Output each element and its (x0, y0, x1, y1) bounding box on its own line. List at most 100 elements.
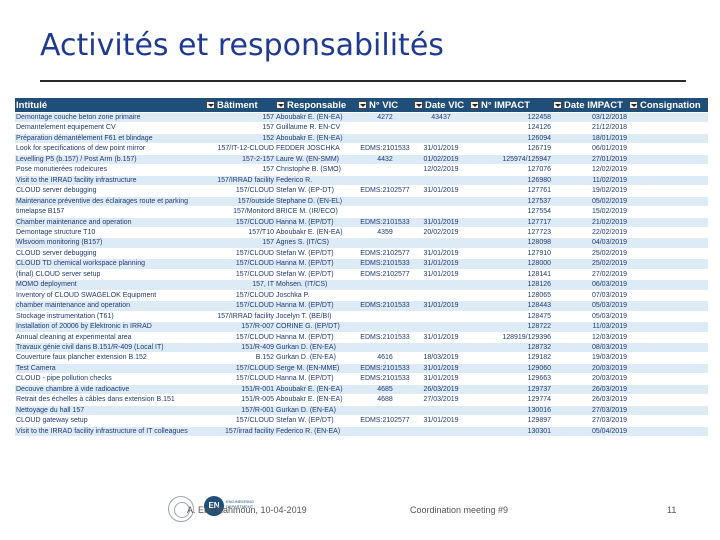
table-cell: CORINE G. (EP/DT) (275, 321, 357, 333)
table-cell: 26/03/2019 (552, 383, 628, 395)
column-header: Intitulé (15, 98, 205, 113)
footer-author: A. Ebn Rahmoun, 10-04-2019 (187, 505, 307, 515)
table-cell: 157/R-001 (205, 404, 275, 416)
table-cell: Hanna M. (EP/DT) (275, 373, 357, 385)
table-cell: 151/R-005 (205, 394, 275, 406)
table-row: Decouve chambre à vide radioactive 151/R-… (15, 383, 708, 395)
table-cell: 26/03/2019 (552, 394, 628, 406)
table-cell: Aboubakr E. (EN-EA) (275, 132, 357, 144)
table-cell: 27/01/2019 (552, 153, 628, 165)
table-cell: 151/R-409 (205, 341, 275, 353)
activities-table-wrapper: Intitulé Bâtiment Responsable N° VIC Dat… (15, 98, 708, 437)
table-cell (413, 310, 469, 322)
table-cell: Préparation démantèlement F61 et blindag… (15, 132, 205, 144)
col-label: Date VIC (425, 99, 465, 111)
table-cell: 157/IRRAD facility (205, 174, 275, 186)
table-cell: 27/02/2019 (552, 268, 628, 280)
table-cell: 128722 (469, 321, 552, 333)
table-cell (413, 289, 469, 301)
table-cell (628, 404, 708, 416)
table-cell (628, 268, 708, 280)
table-cell: CLOUD TD chemical workspace planning (15, 258, 205, 270)
table-row: (final) CLOUD server setup 157/CLOUD Stefa… (15, 268, 708, 280)
table-cell: 06/03/2019 (552, 279, 628, 291)
table-cell (628, 383, 708, 395)
table-cell: 18/01/2019 (552, 132, 628, 144)
table-cell: EDMS:2101533 (357, 143, 413, 155)
table-cell: Christophe B. (SMO) (275, 164, 357, 176)
table-cell: 157/R-007 (205, 321, 275, 333)
table-cell: 125974/125947 (469, 153, 552, 165)
table-cell (413, 321, 469, 333)
table-cell: Maintenance préventive des éclairages ro… (15, 195, 205, 207)
table-cell: 19/02/2019 (552, 185, 628, 197)
table-cell: Aboubakr E. (EN-EA) (275, 394, 357, 406)
table-cell: 127723 (469, 226, 552, 238)
table-cell (628, 153, 708, 165)
table-cell: EDMS:2102577 (357, 185, 413, 197)
table-row: Préparation démantèlement F61 et blindag… (15, 132, 708, 144)
table-cell: 126719 (469, 143, 552, 155)
table-cell (628, 373, 708, 385)
table-cell: 157, IT (205, 279, 275, 291)
table-cell: Guillaume R. EN-CV (275, 122, 357, 134)
cern-logo-icon (168, 496, 194, 522)
table-cell (628, 279, 708, 291)
table-cell: 31/01/2019 (413, 143, 469, 155)
table-row: timelapse B157 157/Monitord BRICE M. (IR/E… (15, 206, 708, 218)
table-cell: B.152 (205, 352, 275, 364)
filter-dropdown-icon[interactable] (470, 100, 479, 109)
table-cell: CLOUD server debugging (15, 247, 205, 259)
filter-dropdown-icon[interactable] (358, 100, 367, 109)
table-cell (628, 216, 708, 228)
table-cell (413, 174, 469, 186)
en-logo-icon: EN (204, 496, 224, 516)
filter-dropdown-icon[interactable] (206, 100, 215, 109)
table-cell (628, 237, 708, 249)
footer-meeting: Coordination meeting #9 (410, 505, 509, 515)
table-cell: Stockage instrumentation (T61) (15, 310, 205, 322)
table-row: Demontage structure T10 157/T10 Aboubakr E… (15, 226, 708, 238)
table-cell: EDMS:2101533 (357, 362, 413, 374)
table-cell: Wlsvoom monitoring (B157) (15, 237, 205, 249)
table-row: Maintenance préventive des éclairages ro… (15, 195, 708, 207)
table-row: CLOUD server debugging 157/CLOUD Stefan W.… (15, 185, 708, 197)
col-label: Date IMPACT (564, 99, 623, 111)
table-cell: Inventory of CLOUD SWAGELOK Equipment (15, 289, 205, 301)
table-cell (628, 164, 708, 176)
table-cell: 126980 (469, 174, 552, 186)
table-cell (628, 415, 708, 427)
filter-dropdown-icon[interactable] (553, 100, 562, 109)
table-row: Test Camera 157/CLOUD Serge M. (EN-MME) EDM… (15, 362, 708, 374)
table-cell: 157/CLOUD (205, 185, 275, 197)
table-cell (357, 122, 413, 134)
table-row: Demontage couche beton zone primaire 157 A… (15, 111, 708, 123)
table-cell: CLOUD server debugging (15, 185, 205, 197)
table-cell (413, 237, 469, 249)
filter-dropdown-icon[interactable] (414, 100, 423, 109)
table-cell: 127910 (469, 247, 552, 259)
table-header-row: Intitulé Bâtiment Responsable N° VIC Dat… (15, 98, 708, 113)
table-cell (628, 247, 708, 259)
table-cell: Demontage couche beton zone primaire (15, 111, 205, 123)
title-divider (40, 80, 686, 82)
table-cell: 128000 (469, 258, 552, 270)
table-cell: 27/03/2019 (552, 415, 628, 427)
table-row: chamber maintenance and operation 157/CLO… (15, 300, 708, 312)
table-row: Nettoyage du hall 157 157/R-001 Gurkan D. … (15, 404, 708, 416)
table-cell: 25/02/2019 (552, 247, 628, 259)
table-cell (357, 404, 413, 416)
filter-dropdown-icon[interactable] (629, 100, 638, 109)
table-cell: 157/CLOUD (205, 258, 275, 270)
table-cell (357, 425, 413, 437)
filter-dropdown-icon[interactable] (276, 100, 285, 109)
table-cell: (final) CLOUD server setup (15, 268, 205, 280)
table-cell: CLOUD - pipe pollution checks (15, 373, 205, 385)
slide-title: Activités et responsabilités (40, 28, 444, 63)
table-cell: Hanna M. (EP/DT) (275, 331, 357, 343)
table-cell: 157/CLOUD (205, 362, 275, 374)
table-cell: 124126 (469, 122, 552, 134)
table-cell (357, 341, 413, 353)
table-cell: 12/03/2019 (552, 331, 628, 343)
table-cell: 4359 (357, 226, 413, 238)
